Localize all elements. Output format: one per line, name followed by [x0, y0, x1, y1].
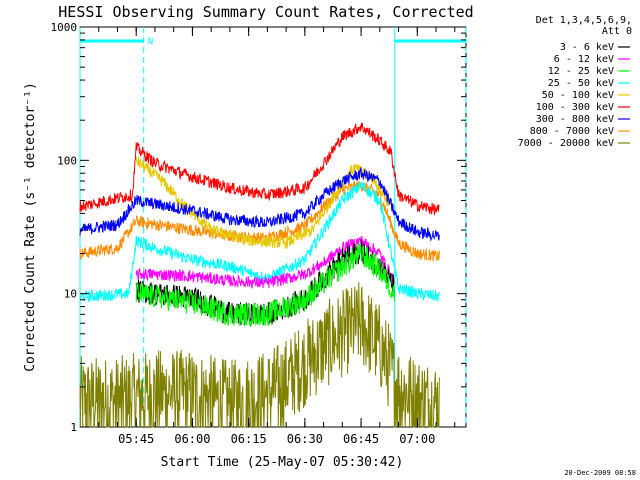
series-1 [135, 235, 395, 289]
x-tick-label-3: 06:30 [287, 432, 323, 446]
x-tick-label-2: 06:15 [231, 432, 267, 446]
chart-title: HESSI Observing Summary Count Rates, Cor… [58, 3, 473, 21]
series-7 [79, 180, 440, 262]
x-tick-label-0: 05:45 [118, 432, 154, 446]
series-6 [79, 167, 440, 242]
legend-label-2: 12 - 25 keV [548, 66, 614, 77]
y-axis-label: Corrected Count Rate (s⁻¹ detector⁻¹) [23, 82, 38, 372]
series-line-1 [135, 235, 395, 289]
series-line-3 [79, 181, 440, 302]
legend-label-7: 800 - 7000 keV [530, 126, 614, 137]
annotation-0: N [148, 37, 153, 47]
series-8 [79, 282, 440, 428]
legend-label-6: 300 - 800 keV [536, 114, 614, 125]
legend-label-0: 3 - 6 keV [560, 42, 614, 53]
series-line-6 [79, 167, 440, 242]
x-tick-label-1: 06:00 [174, 432, 210, 446]
plot-timestamp: 20-Dec-2009 08:58 [564, 469, 636, 477]
series-line-2 [135, 242, 395, 327]
legend-header-1: Att 0 [602, 26, 632, 37]
x-tick-label-4: 06:45 [343, 432, 379, 446]
legend-label-8: 7000 - 20000 keV [518, 138, 614, 149]
legend-label-5: 100 - 300 keV [536, 102, 614, 113]
series-layer [79, 122, 440, 428]
series-line-8 [79, 282, 440, 428]
axes: 1 10 100 1000 05:45 06:00 06:15 06:30 06:45 07:00 [51, 21, 466, 446]
series-line-7 [79, 180, 440, 262]
y-tick-label-3: 1000 [51, 21, 78, 34]
x-tick-label-5: 07:00 [399, 432, 435, 446]
y-tick-label-0: 1 [70, 421, 77, 434]
legend-header-0: Det 1,3,4,5,6,9, [536, 15, 632, 26]
legend-label-4: 50 - 100 keV [542, 90, 614, 101]
y-tick-label-2: 100 [57, 154, 77, 167]
legend-label-1: 6 - 12 keV [554, 54, 614, 65]
series-line-5 [79, 122, 440, 216]
y-tick-label-1: 10 [64, 288, 77, 301]
series-2 [135, 242, 395, 327]
series-5 [79, 122, 440, 216]
x-axis-label: Start Time (25-May-07 05:30:42) [161, 455, 404, 470]
series-3 [79, 181, 440, 302]
night-intervals: N [79, 27, 467, 427]
legend-label-3: 25 - 50 keV [548, 78, 614, 89]
